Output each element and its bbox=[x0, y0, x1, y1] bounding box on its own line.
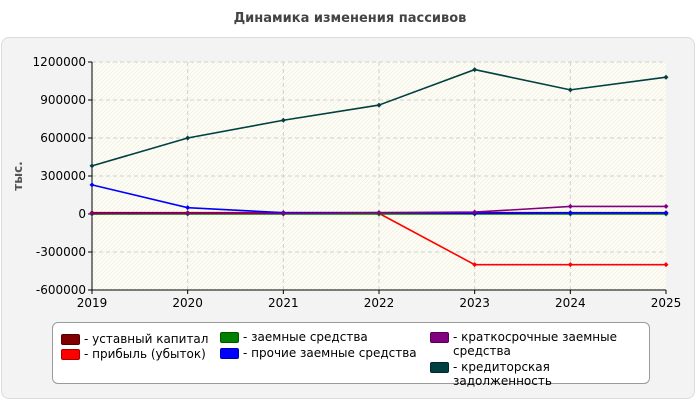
x-tick-label: 2025 bbox=[651, 296, 682, 310]
y-tick-label: 300000 bbox=[40, 169, 86, 183]
x-tick-label: 2019 bbox=[77, 296, 108, 310]
legend-swatch bbox=[430, 362, 449, 373]
data-point bbox=[185, 210, 191, 216]
y-tick-label: 600000 bbox=[40, 131, 86, 145]
legend-swatch bbox=[220, 348, 239, 359]
legend-label: - уставный капитал bbox=[84, 332, 209, 346]
data-point bbox=[89, 182, 95, 188]
data-point bbox=[280, 117, 286, 123]
y-tick-label: -600000 bbox=[36, 283, 86, 297]
x-tick-label: 2024 bbox=[555, 296, 586, 310]
data-point bbox=[472, 67, 478, 73]
data-point bbox=[567, 262, 573, 268]
legend-swatch bbox=[61, 334, 80, 345]
data-point bbox=[376, 102, 382, 108]
x-tick-label: 2021 bbox=[268, 296, 299, 310]
legend-label: - краткосрочные заемные средства bbox=[453, 330, 617, 358]
data-point bbox=[472, 209, 478, 215]
y-tick-label: 900000 bbox=[40, 93, 86, 107]
legend-item: - краткосрочные заемные средства bbox=[430, 330, 620, 358]
data-point bbox=[185, 135, 191, 141]
legend-item: - уставный капитал bbox=[61, 332, 208, 346]
y-tick-label: 0 bbox=[78, 207, 86, 221]
data-point bbox=[663, 74, 669, 80]
legend-label: - прибыль (убыток) bbox=[84, 347, 206, 361]
data-point bbox=[663, 203, 669, 209]
y-tick-label: 1200000 bbox=[33, 55, 86, 69]
data-point bbox=[376, 210, 382, 216]
x-tick-label: 2022 bbox=[364, 296, 395, 310]
legend-label: - заемные средства bbox=[243, 330, 368, 344]
legend-swatch bbox=[430, 332, 449, 343]
data-point bbox=[89, 210, 95, 216]
data-point bbox=[567, 210, 573, 216]
data-point bbox=[89, 163, 95, 169]
chart-title: Динамика изменения пассивов bbox=[233, 11, 467, 26]
data-point bbox=[663, 262, 669, 268]
legend-label: - кредиторская задолженность bbox=[453, 360, 552, 388]
legend-item: - кредиторская задолженность bbox=[430, 360, 649, 388]
legend-item: - прибыль (убыток) bbox=[61, 347, 206, 361]
data-point bbox=[663, 210, 669, 216]
data-point bbox=[567, 87, 573, 93]
legend-swatch bbox=[61, 349, 80, 360]
data-point bbox=[185, 205, 191, 211]
y-tick-label: -300000 bbox=[36, 245, 86, 259]
x-tick-label: 2020 bbox=[172, 296, 203, 310]
legend-item: - прочие заемные средства bbox=[220, 346, 417, 360]
legend-label: - прочие заемные средства bbox=[243, 346, 417, 360]
data-point bbox=[567, 203, 573, 209]
data-point bbox=[280, 210, 286, 216]
x-tick-label: 2023 bbox=[459, 296, 490, 310]
legend-item: - заемные средства bbox=[220, 330, 368, 344]
legend-swatch bbox=[220, 332, 239, 343]
data-point bbox=[472, 262, 478, 268]
y-axis-label: тыс. bbox=[11, 161, 25, 190]
chart-legend: - уставный капитал - прибыль (убыток) - за… bbox=[52, 322, 650, 388]
